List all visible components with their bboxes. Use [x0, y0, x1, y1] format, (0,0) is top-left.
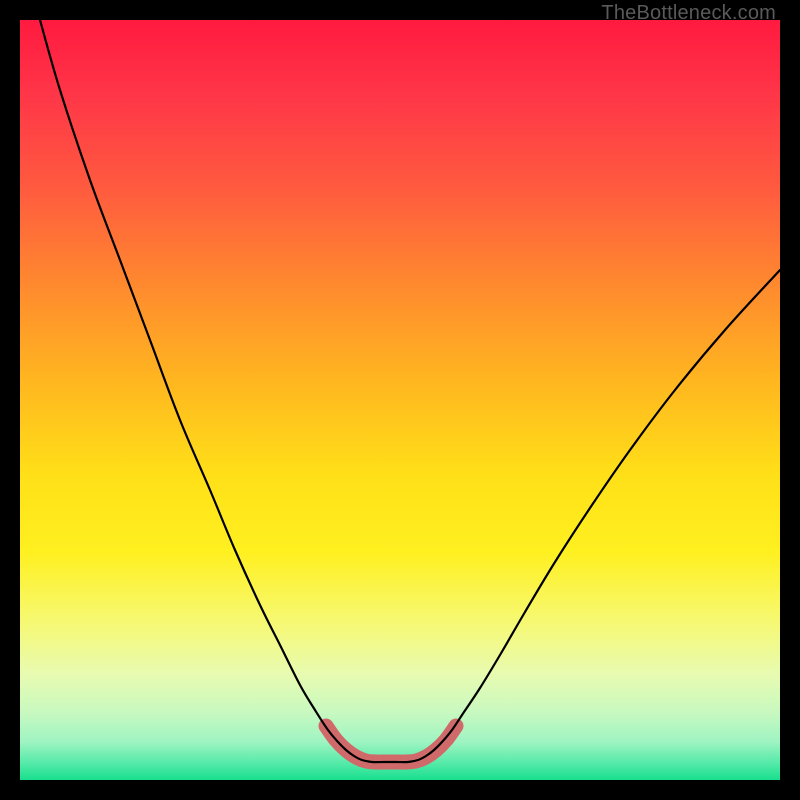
plot-area — [20, 20, 780, 780]
chart-frame: TheBottleneck.com — [0, 0, 800, 800]
watermark-text: TheBottleneck.com — [601, 2, 776, 25]
bottleneck-curve-chart — [20, 20, 780, 780]
